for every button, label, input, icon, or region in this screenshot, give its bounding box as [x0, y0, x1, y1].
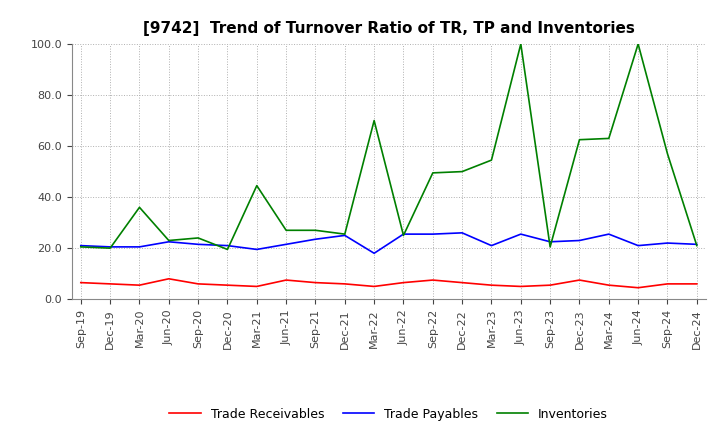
Inventories — [76, 244, 85, 249]
Trade Payables — [164, 239, 173, 245]
Line: Trade Receivables: Trade Receivables — [81, 279, 697, 288]
Title: [9742]  Trend of Turnover Ratio of TR, TP and Inventories: [9742] Trend of Turnover Ratio of TR, TP… — [143, 21, 635, 36]
Trade Payables — [663, 240, 672, 246]
Trade Payables — [76, 243, 85, 248]
Inventories — [106, 246, 114, 251]
Trade Receivables — [164, 276, 173, 282]
Inventories — [253, 183, 261, 188]
Trade Payables — [605, 231, 613, 237]
Trade Payables — [399, 231, 408, 237]
Inventories — [487, 158, 496, 163]
Trade Payables — [546, 239, 554, 245]
Trade Payables — [106, 244, 114, 249]
Trade Receivables — [370, 284, 379, 289]
Trade Receivables — [487, 282, 496, 288]
Trade Receivables — [194, 281, 202, 286]
Trade Receivables — [458, 280, 467, 285]
Trade Payables — [575, 238, 584, 243]
Inventories — [194, 235, 202, 241]
Inventories — [399, 233, 408, 238]
Inventories — [575, 137, 584, 142]
Trade Receivables — [605, 282, 613, 288]
Inventories — [428, 170, 437, 176]
Trade Payables — [341, 233, 349, 238]
Trade Receivables — [341, 281, 349, 286]
Inventories — [546, 244, 554, 249]
Trade Payables — [428, 231, 437, 237]
Legend: Trade Receivables, Trade Payables, Inventories: Trade Receivables, Trade Payables, Inven… — [164, 403, 613, 425]
Inventories — [311, 227, 320, 233]
Trade Payables — [282, 242, 290, 247]
Trade Payables — [693, 242, 701, 247]
Trade Receivables — [311, 280, 320, 285]
Inventories — [282, 227, 290, 233]
Trade Payables — [634, 243, 642, 248]
Trade Receivables — [253, 284, 261, 289]
Trade Payables — [458, 230, 467, 235]
Trade Receivables — [76, 280, 85, 285]
Inventories — [458, 169, 467, 174]
Trade Receivables — [546, 282, 554, 288]
Trade Receivables — [106, 281, 114, 286]
Trade Receivables — [399, 280, 408, 285]
Trade Payables — [516, 231, 525, 237]
Inventories — [634, 41, 642, 47]
Trade Receivables — [135, 282, 144, 288]
Inventories — [135, 205, 144, 210]
Trade Payables — [311, 237, 320, 242]
Trade Payables — [194, 242, 202, 247]
Inventories — [516, 41, 525, 47]
Trade Payables — [487, 243, 496, 248]
Trade Receivables — [516, 284, 525, 289]
Inventories — [693, 243, 701, 248]
Trade Payables — [223, 243, 232, 248]
Trade Receivables — [223, 282, 232, 288]
Trade Payables — [135, 244, 144, 249]
Trade Receivables — [428, 278, 437, 283]
Trade Payables — [253, 247, 261, 252]
Trade Receivables — [282, 278, 290, 283]
Inventories — [164, 238, 173, 243]
Inventories — [370, 118, 379, 123]
Trade Payables — [370, 251, 379, 256]
Trade Receivables — [663, 281, 672, 286]
Inventories — [341, 231, 349, 237]
Trade Receivables — [634, 285, 642, 290]
Trade Receivables — [575, 278, 584, 283]
Line: Trade Payables: Trade Payables — [81, 233, 697, 253]
Inventories — [223, 247, 232, 252]
Inventories — [605, 136, 613, 141]
Trade Receivables — [693, 281, 701, 286]
Line: Inventories: Inventories — [81, 44, 697, 249]
Inventories — [663, 151, 672, 156]
